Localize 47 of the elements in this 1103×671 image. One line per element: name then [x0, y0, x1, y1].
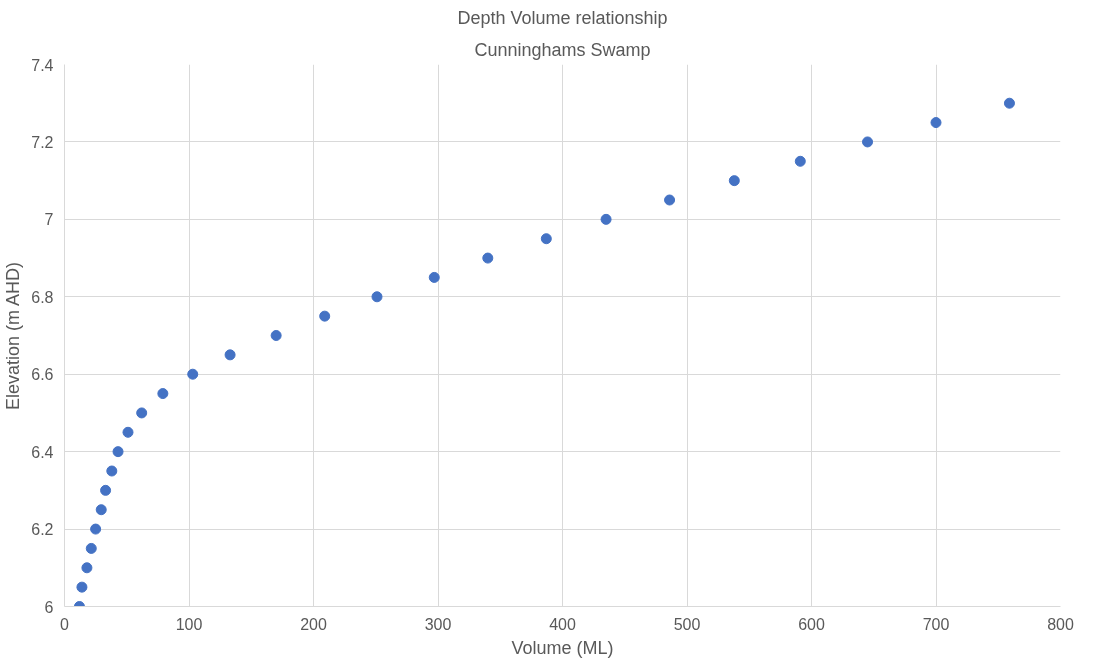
point: [319, 310, 331, 322]
x-tick-label: 600: [798, 615, 825, 633]
point: [930, 117, 942, 129]
x-tick-label: 800: [1047, 615, 1074, 633]
y-axis-title: Elevation (m AHD): [3, 261, 24, 411]
point: [224, 349, 236, 361]
x-tick-label: 500: [673, 615, 701, 633]
point: [600, 213, 612, 225]
y-tick-label: 6: [44, 598, 54, 616]
point: [81, 562, 93, 574]
point: [187, 368, 199, 380]
point: [862, 136, 874, 148]
point: [270, 330, 282, 341]
point: [100, 484, 112, 496]
point: [428, 271, 440, 283]
point: [85, 542, 97, 554]
point: [371, 291, 383, 303]
point: [112, 446, 124, 458]
x-tick-label: 0: [60, 615, 70, 633]
point: [482, 252, 494, 264]
x-tick-label: 200: [300, 615, 327, 633]
point: [106, 465, 118, 477]
y-tick-label: 6.2: [31, 521, 54, 539]
y-tick-label: 7.4: [31, 56, 54, 74]
x-tick-label: 100: [175, 615, 203, 633]
point: [76, 581, 88, 593]
point: [90, 523, 102, 535]
point: [95, 504, 107, 516]
point: [1003, 97, 1015, 109]
x-tick-label: 700: [922, 615, 950, 633]
point: [157, 388, 169, 400]
point: [136, 407, 148, 419]
chart-title: Depth Volume relationship: [457, 7, 668, 28]
y-tick-label: 7: [44, 211, 54, 229]
point: [540, 233, 552, 245]
y-tick-label: 6.6: [31, 366, 54, 384]
x-axis-title: Volume (ML): [511, 637, 614, 658]
chart-subtitle: Cunninghams Swamp: [474, 39, 651, 60]
y-tick-label: 7.2: [31, 133, 54, 151]
x-tick-label: 400: [549, 615, 576, 633]
point: [122, 426, 134, 438]
point: [794, 155, 806, 167]
point: [728, 175, 740, 187]
x-tick-label: 300: [424, 615, 452, 633]
point: [664, 194, 676, 206]
y-tick-label: 6.8: [31, 288, 54, 306]
y-tick-label: 6.4: [31, 443, 54, 461]
